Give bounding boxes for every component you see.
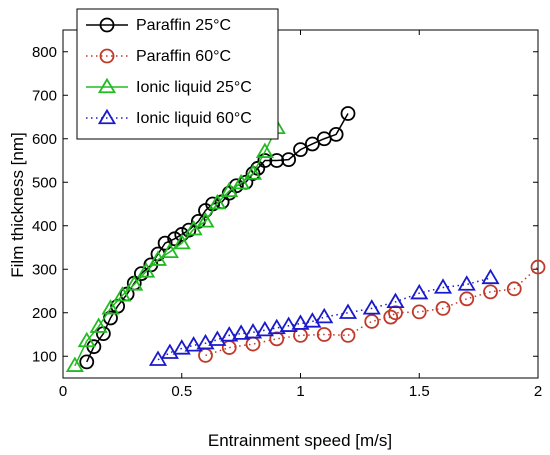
y-tick-label: 200 bbox=[32, 305, 57, 322]
data-point bbox=[279, 316, 298, 332]
x-axis-label: Entrainment speed [m/s] bbox=[208, 431, 392, 450]
data-point bbox=[362, 299, 381, 315]
data-point bbox=[255, 320, 274, 337]
data-point bbox=[65, 356, 84, 372]
series-ionic-60 bbox=[148, 268, 500, 366]
data-point bbox=[160, 343, 179, 359]
data-point bbox=[77, 331, 96, 348]
x-tick-label: 0 bbox=[59, 383, 67, 400]
y-axis-label: Film thickness [nm] bbox=[8, 132, 27, 277]
data-point bbox=[315, 307, 334, 324]
data-point bbox=[386, 292, 405, 309]
data-point bbox=[457, 275, 476, 291]
data-point bbox=[232, 324, 251, 340]
data-point bbox=[243, 323, 263, 339]
x-tick-label: 1 bbox=[296, 383, 304, 400]
data-point bbox=[340, 327, 356, 343]
data-point bbox=[232, 173, 251, 190]
data-point bbox=[172, 233, 191, 250]
data-point bbox=[208, 193, 227, 210]
data-point bbox=[196, 212, 215, 228]
y-tick-label: 500 bbox=[32, 174, 57, 191]
y-tick-label: 300 bbox=[32, 261, 57, 278]
data-point bbox=[483, 284, 498, 300]
data-point bbox=[181, 222, 197, 238]
data-point bbox=[243, 164, 263, 180]
legend-label-paraffin-60: Paraffin 60°C bbox=[136, 48, 231, 65]
data-point bbox=[208, 330, 227, 346]
y-tick-label: 600 bbox=[32, 131, 57, 148]
data-point bbox=[433, 278, 453, 294]
data-point bbox=[89, 317, 108, 333]
series-ionic-25 bbox=[65, 118, 286, 372]
legend-label-ionic-60: Ionic liquid 60°C bbox=[136, 110, 252, 127]
data-point bbox=[269, 153, 285, 168]
data-point bbox=[338, 303, 358, 319]
data-point bbox=[293, 142, 308, 158]
series-paraffin-60 bbox=[198, 259, 546, 363]
data-point bbox=[220, 326, 239, 342]
y-tick-label: 800 bbox=[32, 44, 57, 61]
data-point bbox=[257, 153, 273, 168]
y-axis-ticks: 100 200 300 400 500 600 700 800 bbox=[32, 44, 538, 365]
legend-marker-ionic-60 bbox=[97, 108, 117, 125]
y-tick-label: 100 bbox=[32, 348, 57, 365]
data-point bbox=[172, 339, 191, 355]
data-point bbox=[133, 266, 149, 282]
data-point bbox=[255, 142, 274, 158]
legend-label-paraffin-25: Paraffin 25°C bbox=[136, 17, 231, 34]
data-point bbox=[157, 235, 173, 251]
data-point bbox=[184, 336, 203, 352]
series-line-paraffin-60 bbox=[205, 266, 539, 357]
legend-symbols bbox=[86, 17, 128, 125]
data-point bbox=[167, 231, 183, 247]
legend-marker-paraffin-60 bbox=[99, 48, 115, 64]
data-point bbox=[364, 314, 380, 329]
data-point bbox=[530, 259, 546, 275]
x-tick-label: 2 bbox=[534, 383, 542, 400]
data-point bbox=[481, 268, 500, 285]
data-point bbox=[304, 136, 320, 152]
data-point bbox=[137, 262, 156, 278]
legend-marker-paraffin-25 bbox=[99, 17, 115, 33]
legend-marker-ionic-25 bbox=[97, 77, 117, 94]
data-point bbox=[410, 283, 429, 300]
y-tick-label: 700 bbox=[32, 87, 57, 104]
data-point bbox=[148, 250, 168, 266]
data-point bbox=[113, 286, 132, 302]
data-point bbox=[125, 275, 144, 291]
data-point bbox=[383, 309, 399, 325]
data-point bbox=[196, 333, 215, 350]
y-tick-label: 400 bbox=[32, 218, 57, 235]
data-point bbox=[101, 299, 120, 315]
x-tick-label: 1.5 bbox=[409, 383, 430, 400]
legend-label-ionic-25: Ionic liquid 25°C bbox=[136, 79, 252, 96]
series-line-paraffin-25 bbox=[86, 113, 349, 363]
data-point bbox=[411, 304, 427, 320]
data-point bbox=[281, 152, 297, 168]
data-point bbox=[291, 314, 310, 330]
legend: Paraffin 25°C Paraffin 60°C Ionic liquid… bbox=[76, 8, 279, 140]
x-tick-label: 0.5 bbox=[171, 383, 192, 400]
data-point bbox=[160, 242, 179, 259]
data-point bbox=[435, 300, 451, 316]
data-point bbox=[79, 354, 95, 370]
data-point bbox=[340, 106, 356, 121]
series-layer bbox=[65, 106, 546, 372]
data-point bbox=[316, 327, 332, 342]
data-point bbox=[184, 219, 203, 236]
data-point bbox=[267, 318, 286, 335]
data-point bbox=[459, 291, 475, 307]
data-point bbox=[220, 181, 239, 198]
data-point bbox=[328, 126, 344, 142]
data-point bbox=[303, 312, 322, 328]
data-point bbox=[506, 281, 522, 297]
